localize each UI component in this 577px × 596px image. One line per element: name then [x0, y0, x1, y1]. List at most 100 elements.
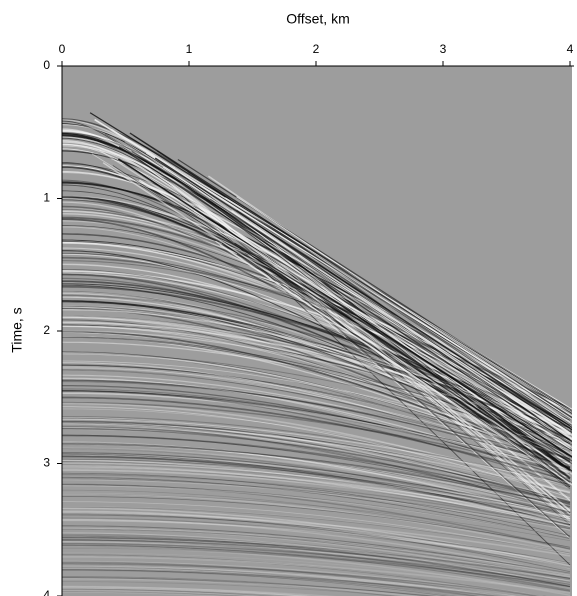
wavelet [62, 555, 571, 594]
x-tick-label: 0 [59, 42, 66, 56]
wavelet [62, 247, 571, 431]
wavelet [62, 389, 571, 487]
wavelet [62, 300, 571, 441]
wavelet [62, 406, 571, 499]
refraction [236, 196, 572, 421]
wavelet [62, 402, 571, 495]
wavelet [62, 489, 571, 550]
wavelet [62, 418, 571, 487]
wavelet [62, 441, 571, 522]
wavelet [62, 555, 545, 596]
x-tick-label: 2 [313, 42, 320, 56]
wavelet [62, 364, 571, 460]
wavelet [62, 493, 571, 542]
wavelet [62, 374, 571, 471]
wavelet [62, 362, 571, 475]
wavelet [62, 540, 571, 583]
wavelet [62, 466, 571, 527]
wavelet [62, 434, 571, 505]
wavelet [62, 201, 571, 485]
wavelet [62, 532, 571, 587]
wavelet [62, 442, 571, 510]
wavelet [62, 415, 571, 486]
wavelet [62, 525, 571, 575]
wavelet [62, 351, 571, 466]
wavelet [62, 561, 514, 596]
wavelet [62, 280, 571, 437]
refraction [102, 162, 572, 475]
wavelet [62, 466, 571, 529]
x-tick-label: 1 [186, 42, 193, 56]
wavelet [62, 585, 317, 596]
wavelet [62, 455, 571, 515]
refraction [112, 165, 572, 465]
wavelet [62, 577, 437, 596]
wavelet [62, 284, 571, 457]
refraction [124, 141, 572, 420]
wavelet [62, 568, 502, 596]
wavelet [62, 135, 571, 458]
wavelet [62, 542, 571, 586]
plot-area [62, 66, 572, 596]
wavelet [62, 388, 571, 475]
refraction [225, 197, 572, 413]
wavelet [62, 527, 571, 576]
wavelet [62, 581, 402, 596]
wavelet [62, 352, 571, 463]
wavelet [62, 444, 571, 504]
wavelet [62, 425, 571, 514]
wavelet [62, 501, 571, 555]
wavelet [62, 536, 571, 579]
wavelet [62, 506, 571, 553]
wavelet [62, 420, 571, 492]
wavelet [62, 565, 517, 596]
refraction [129, 132, 572, 419]
wavelet [62, 472, 571, 537]
wavelet [62, 588, 275, 596]
wavelet [62, 536, 571, 577]
wavelet [62, 517, 571, 569]
wavelet [62, 562, 547, 596]
wavelet [62, 442, 571, 520]
wavelet [62, 538, 571, 583]
wavelet [62, 442, 571, 513]
wavelet [62, 133, 571, 479]
wavelet [62, 416, 571, 510]
wavelet [62, 537, 571, 587]
wavelet [62, 528, 571, 579]
wavelet [62, 462, 571, 518]
wavelet [62, 512, 571, 557]
wavelet [62, 367, 571, 458]
wavelet [62, 473, 571, 528]
wavelet [62, 447, 571, 523]
wavelet [62, 546, 571, 588]
wavelet [62, 396, 571, 483]
y-tick-label: 4 [43, 588, 50, 596]
wavelet [62, 443, 571, 512]
wavelet [62, 538, 571, 578]
refraction [215, 240, 572, 486]
wavelet [62, 378, 571, 466]
wavelet [62, 428, 571, 503]
wavelet [62, 483, 571, 550]
wavelet [62, 380, 571, 464]
refraction [117, 158, 572, 458]
wavelet [62, 390, 571, 477]
wavelet [62, 144, 571, 539]
wavelet [62, 507, 571, 567]
wavelet [62, 272, 571, 432]
wavelet [62, 422, 571, 495]
wavelet [62, 567, 458, 596]
wavelet [62, 544, 571, 588]
y-tick-label: 0 [43, 58, 50, 72]
wavelet [62, 422, 571, 494]
wavelet [62, 484, 571, 539]
wavelet [62, 586, 338, 596]
wavelet [62, 305, 571, 459]
wavelet [62, 453, 571, 518]
wavelet [62, 567, 517, 596]
wavelet [62, 417, 571, 504]
wavelet [62, 539, 571, 592]
